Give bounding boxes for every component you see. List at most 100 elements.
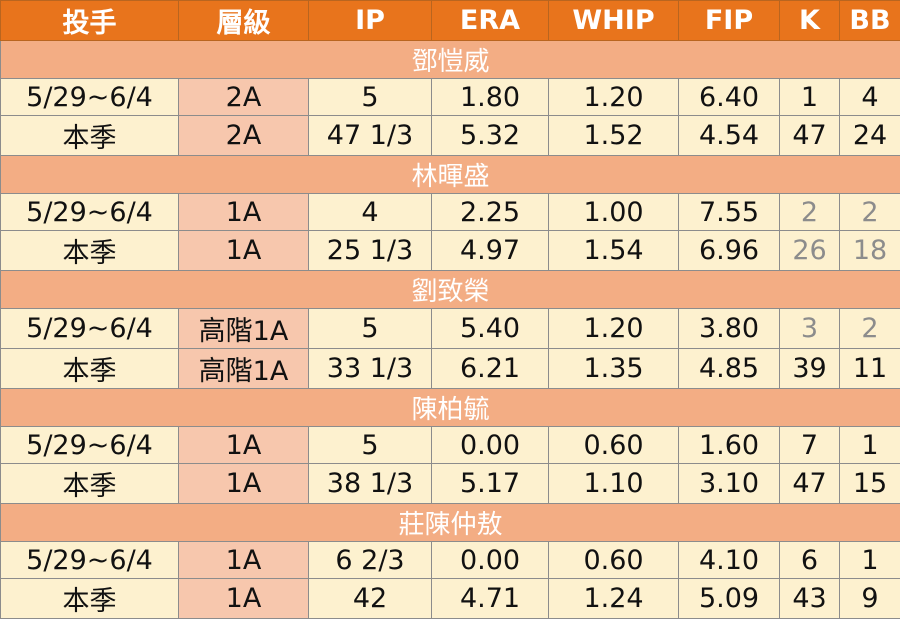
header-pitcher: 投手: [1, 1, 179, 41]
period-cell: 5/29~6/4: [1, 309, 179, 349]
stats-row-season: 本季 2A 47 1/3 5.32 1.52 4.54 47 24: [1, 116, 900, 156]
level-cell: 1A: [179, 231, 309, 271]
header-row: 投手 層級 IP ERA WHIP FIP K BB: [1, 1, 900, 41]
fip-cell: 4.10: [679, 542, 780, 579]
pitcher-name: 鄧愷威: [1, 41, 900, 79]
level-cell: 2A: [179, 116, 309, 156]
header-whip: WHIP: [549, 1, 679, 41]
k-cell: 47: [780, 464, 840, 504]
whip-cell: 0.60: [549, 427, 679, 464]
era-cell: 6.21: [432, 349, 549, 389]
pitcher-name: 劉致榮: [1, 271, 900, 309]
era-cell: 0.00: [432, 542, 549, 579]
stats-row-week: 5/29~6/4 1A 5 0.00 0.60 1.60 7 1: [1, 427, 900, 464]
whip-cell: 1.24: [549, 579, 679, 619]
era-cell: 1.80: [432, 79, 549, 116]
ip-cell: 5: [309, 79, 432, 116]
ip-cell: 5: [309, 427, 432, 464]
header-bb: BB: [840, 1, 900, 41]
header-ip: IP: [309, 1, 432, 41]
fip-cell: 3.80: [679, 309, 780, 349]
pitcher-name-row: 鄧愷威: [1, 41, 900, 79]
bb-cell: 18: [840, 231, 900, 271]
whip-cell: 1.54: [549, 231, 679, 271]
stats-row-season: 本季 1A 38 1/3 5.17 1.10 3.10 47 15: [1, 464, 900, 504]
level-cell: 高階1A: [179, 349, 309, 389]
header-era: ERA: [432, 1, 549, 41]
era-cell: 5.17: [432, 464, 549, 504]
fip-cell: 7.55: [679, 194, 780, 231]
era-cell: 4.71: [432, 579, 549, 619]
pitcher-name-row: 林暉盛: [1, 156, 900, 194]
pitcher-name-row: 劉致榮: [1, 271, 900, 309]
bb-cell: 11: [840, 349, 900, 389]
ip-cell: 33 1/3: [309, 349, 432, 389]
fip-cell: 6.40: [679, 79, 780, 116]
k-cell: 2: [780, 194, 840, 231]
stats-row-season: 本季 1A 42 4.71 1.24 5.09 43 9: [1, 579, 900, 619]
period-cell: 本季: [1, 579, 179, 619]
level-cell: 1A: [179, 194, 309, 231]
period-cell: 本季: [1, 349, 179, 389]
fip-cell: 6.96: [679, 231, 780, 271]
whip-cell: 1.10: [549, 464, 679, 504]
stats-row-week: 5/29~6/4 1A 6 2/3 0.00 0.60 4.10 6 1: [1, 542, 900, 579]
ip-cell: 5: [309, 309, 432, 349]
era-cell: 5.40: [432, 309, 549, 349]
k-cell: 39: [780, 349, 840, 389]
k-cell: 1: [780, 79, 840, 116]
k-cell: 43: [780, 579, 840, 619]
fip-cell: 1.60: [679, 427, 780, 464]
era-cell: 0.00: [432, 427, 549, 464]
bb-cell: 24: [840, 116, 900, 156]
pitcher-name: 林暉盛: [1, 156, 900, 194]
bb-cell: 15: [840, 464, 900, 504]
ip-cell: 6 2/3: [309, 542, 432, 579]
whip-cell: 1.35: [549, 349, 679, 389]
era-cell: 4.97: [432, 231, 549, 271]
bb-cell: 1: [840, 542, 900, 579]
k-cell: 47: [780, 116, 840, 156]
period-cell: 5/29~6/4: [1, 79, 179, 116]
period-cell: 5/29~6/4: [1, 427, 179, 464]
fip-cell: 4.54: [679, 116, 780, 156]
header-fip: FIP: [679, 1, 780, 41]
ip-cell: 4: [309, 194, 432, 231]
stats-row-season: 本季 1A 25 1/3 4.97 1.54 6.96 26 18: [1, 231, 900, 271]
level-cell: 1A: [179, 579, 309, 619]
pitcher-name-row: 陳柏毓: [1, 389, 900, 427]
stats-row-week: 5/29~6/4 2A 5 1.80 1.20 6.40 1 4: [1, 79, 900, 116]
stats-row-season: 本季 高階1A 33 1/3 6.21 1.35 4.85 39 11: [1, 349, 900, 389]
ip-cell: 47 1/3: [309, 116, 432, 156]
fip-cell: 3.10: [679, 464, 780, 504]
bb-cell: 9: [840, 579, 900, 619]
header-k: K: [780, 1, 840, 41]
level-cell: 1A: [179, 464, 309, 504]
pitcher-name-row: 莊陳仲敖: [1, 504, 900, 542]
ip-cell: 25 1/3: [309, 231, 432, 271]
pitcher-name: 陳柏毓: [1, 389, 900, 427]
era-cell: 2.25: [432, 194, 549, 231]
bb-cell: 4: [840, 79, 900, 116]
level-cell: 2A: [179, 79, 309, 116]
whip-cell: 1.00: [549, 194, 679, 231]
k-cell: 26: [780, 231, 840, 271]
header-level: 層級: [179, 1, 309, 41]
period-cell: 本季: [1, 116, 179, 156]
whip-cell: 1.20: [549, 309, 679, 349]
period-cell: 5/29~6/4: [1, 194, 179, 231]
period-cell: 5/29~6/4: [1, 542, 179, 579]
whip-cell: 1.52: [549, 116, 679, 156]
era-cell: 5.32: [432, 116, 549, 156]
pitcher-name: 莊陳仲敖: [1, 504, 900, 542]
fip-cell: 4.85: [679, 349, 780, 389]
whip-cell: 1.20: [549, 79, 679, 116]
period-cell: 本季: [1, 231, 179, 271]
level-cell: 1A: [179, 427, 309, 464]
whip-cell: 0.60: [549, 542, 679, 579]
level-cell: 高階1A: [179, 309, 309, 349]
level-cell: 1A: [179, 542, 309, 579]
stats-row-week: 5/29~6/4 高階1A 5 5.40 1.20 3.80 3 2: [1, 309, 900, 349]
period-cell: 本季: [1, 464, 179, 504]
